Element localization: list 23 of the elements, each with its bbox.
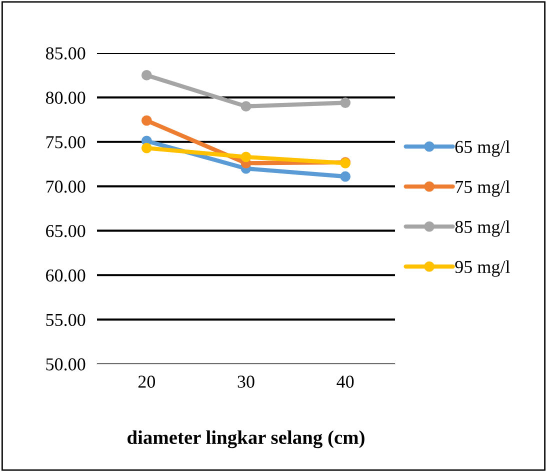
y-tick-label: 70.00 xyxy=(46,180,86,193)
y-tick-label: 55.00 xyxy=(46,314,86,326)
legend-label: 65 mg/l xyxy=(455,140,510,157)
point xyxy=(340,98,351,108)
point xyxy=(141,115,152,126)
point xyxy=(141,142,152,154)
point xyxy=(240,152,252,162)
x-tick-label: 30 xyxy=(238,376,254,388)
y-tick-label: 80.00 xyxy=(46,92,86,104)
point xyxy=(240,101,252,112)
x-axis-title: diameter lingkar selang (cm) xyxy=(128,430,364,448)
point xyxy=(340,171,351,182)
point xyxy=(141,70,152,80)
y-tick-label: 50.00 xyxy=(46,358,86,371)
x-tick-label: 40 xyxy=(336,376,354,388)
y-tick-label: 65.00 xyxy=(46,224,86,238)
y-tick-label: 75.00 xyxy=(46,136,86,148)
legend-label: 75 mg/l xyxy=(456,180,510,197)
y-tick-label: 85.00 xyxy=(46,47,86,60)
y-tick-label: 60.00 xyxy=(46,269,86,282)
x-tick-label: 20 xyxy=(138,376,156,388)
legend-label: 85 mg/l xyxy=(455,220,510,237)
legend-label: 95 mg/l xyxy=(455,260,510,277)
